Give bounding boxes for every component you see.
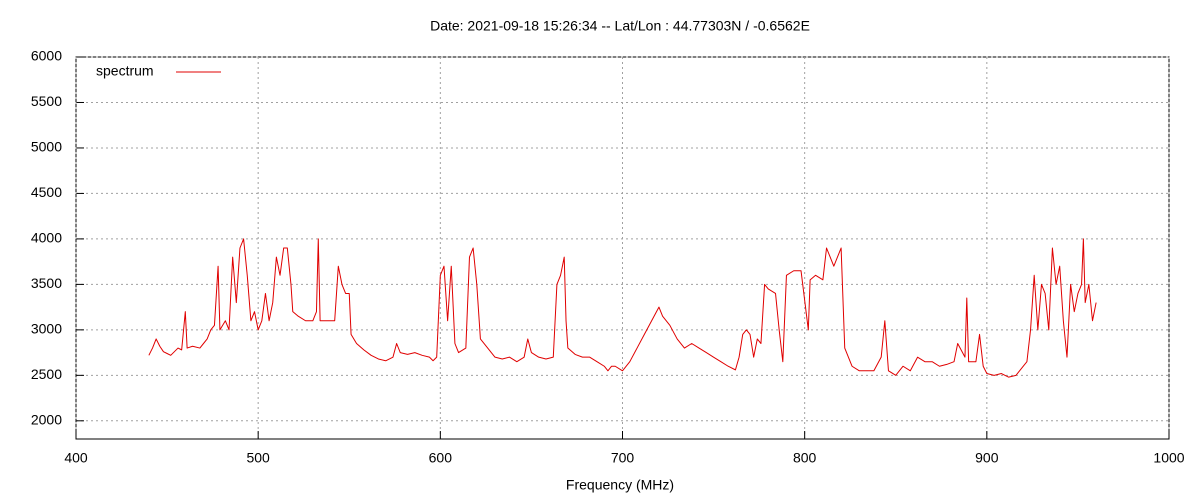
legend-label: spectrum bbox=[96, 63, 154, 79]
x-tick-label: 900 bbox=[975, 450, 999, 466]
y-tick-label: 4500 bbox=[31, 184, 62, 200]
y-tick-label: 5500 bbox=[31, 93, 62, 109]
y-tick-label: 2500 bbox=[31, 366, 62, 382]
y-tick-label: 4000 bbox=[31, 230, 62, 246]
y-tick-label: 5000 bbox=[31, 139, 62, 155]
x-tick-label: 1000 bbox=[1153, 450, 1184, 466]
y-tick-label: 2000 bbox=[31, 412, 62, 428]
x-tick-label: 400 bbox=[64, 450, 88, 466]
y-tick-label: 6000 bbox=[31, 48, 62, 64]
chart-title: Date: 2021-09-18 15:26:34 -- Lat/Lon : 4… bbox=[430, 18, 810, 34]
y-tick-label: 3000 bbox=[31, 321, 62, 337]
x-tick-label: 800 bbox=[793, 450, 817, 466]
x-axis-label: Frequency (MHz) bbox=[566, 477, 674, 493]
x-tick-label: 700 bbox=[611, 450, 635, 466]
x-tick-label: 600 bbox=[429, 450, 453, 466]
y-tick-label: 3500 bbox=[31, 275, 62, 291]
x-tick-label: 500 bbox=[246, 450, 270, 466]
spectrum-line bbox=[148, 238, 1097, 378]
